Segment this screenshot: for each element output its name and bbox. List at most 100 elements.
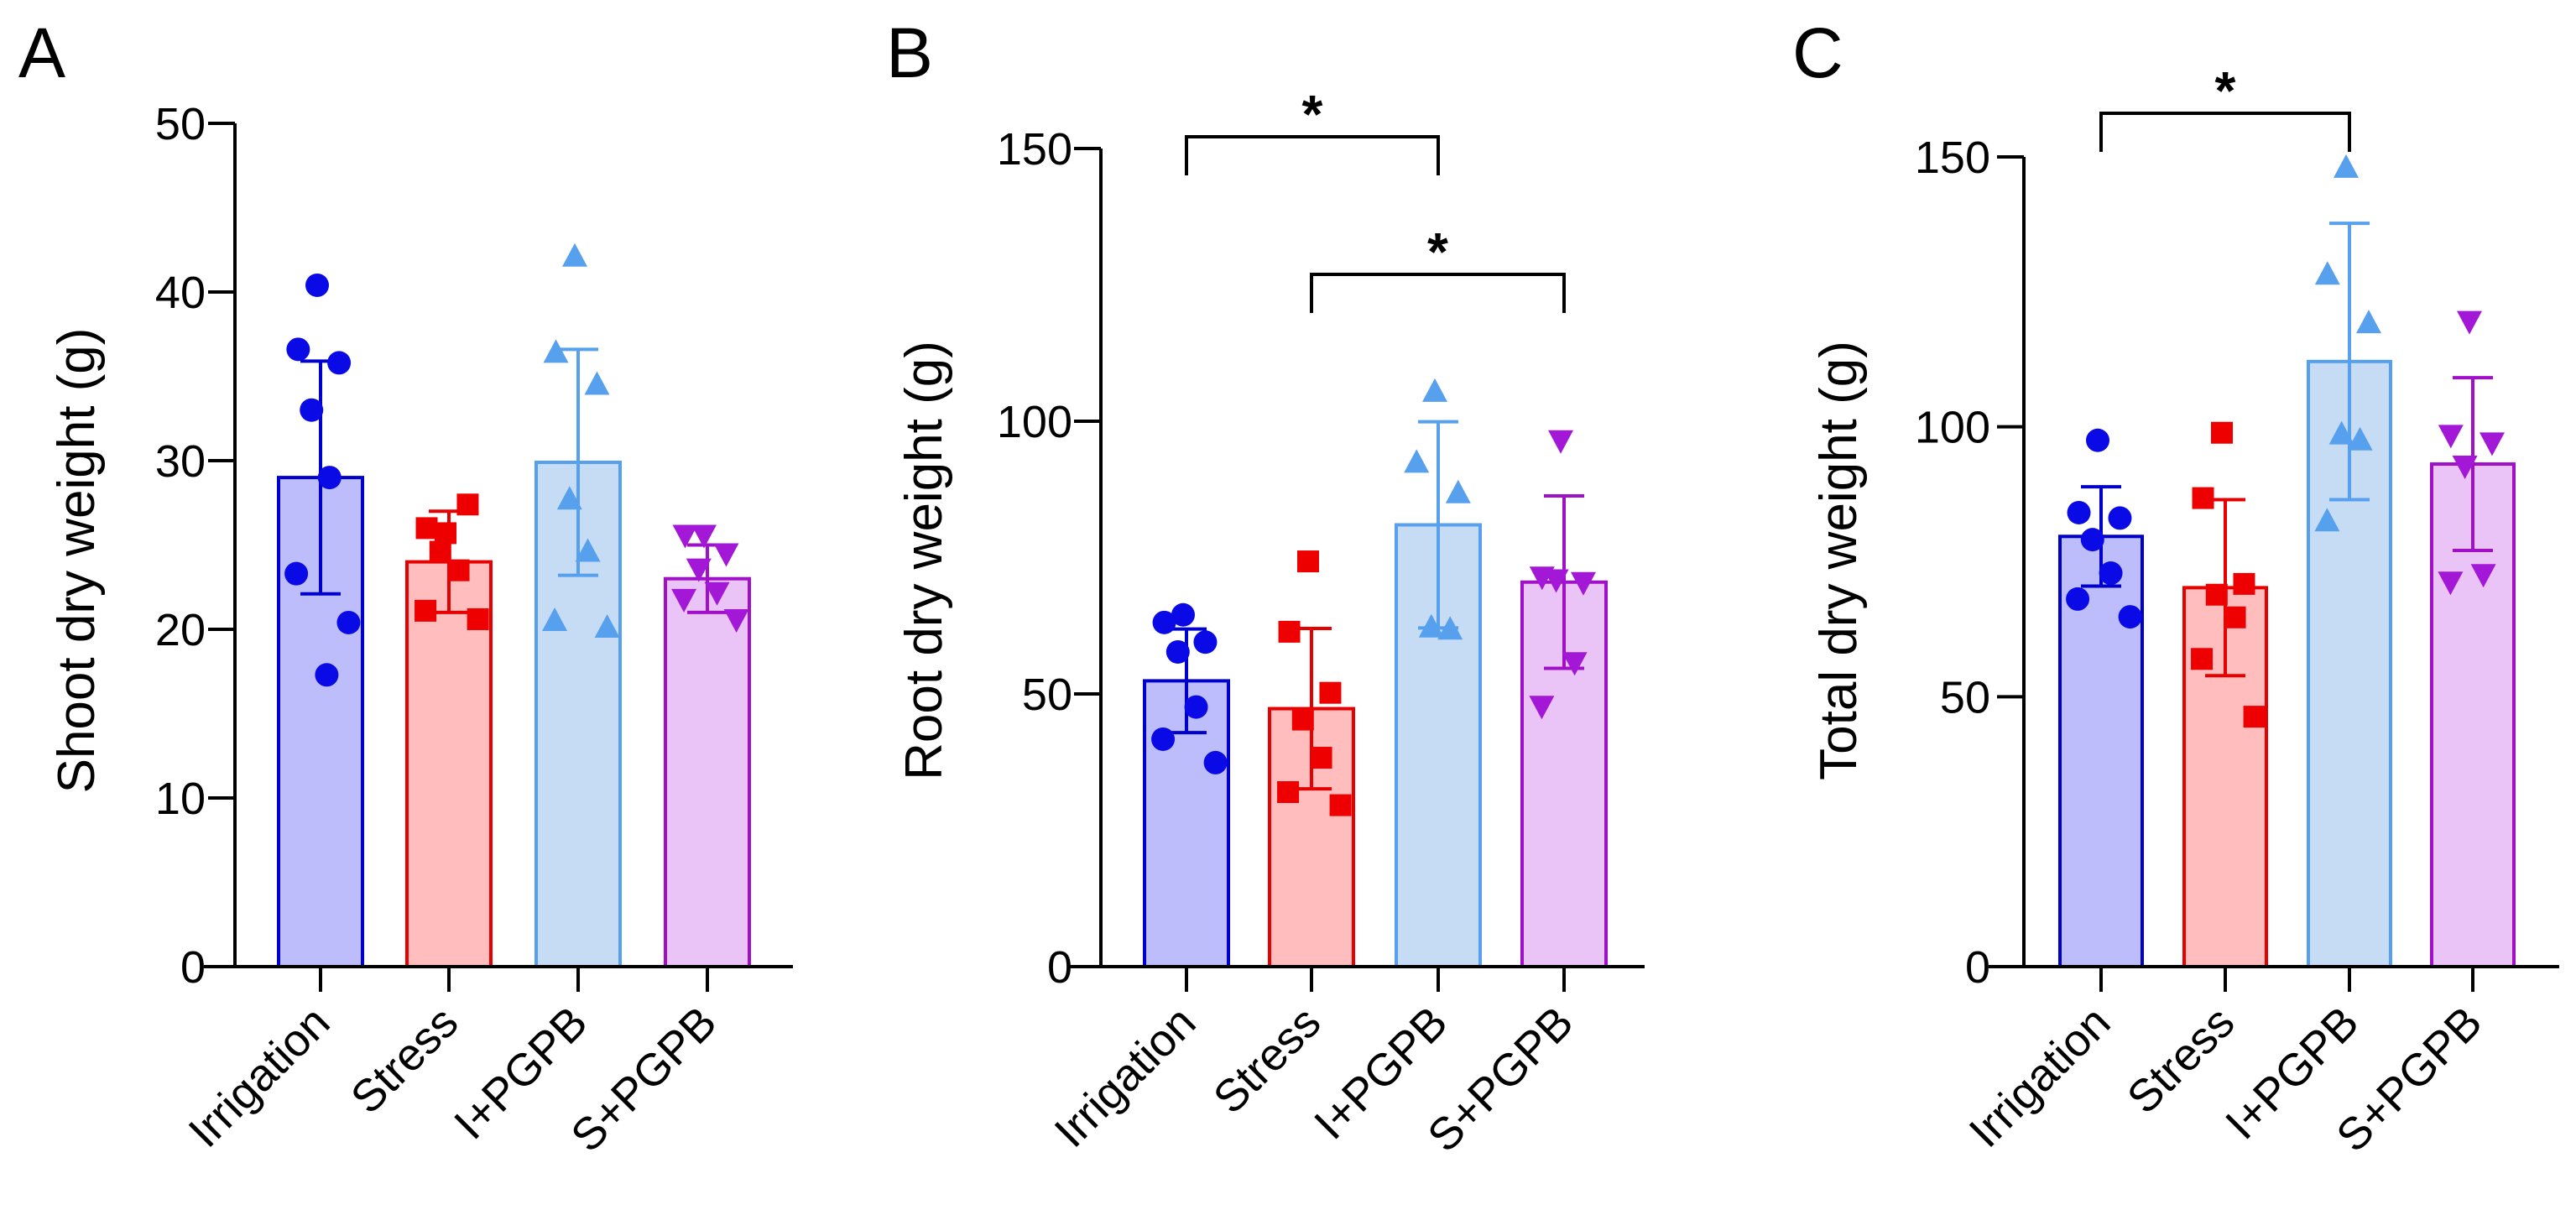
- panel-a-point-i-plus-pgpb: [584, 371, 610, 395]
- panel-a-y-tick-label: 40: [155, 268, 206, 318]
- panel-c-point-stress: [2224, 606, 2246, 628]
- panel-a-point-i-plus-pgpb: [556, 486, 582, 510]
- panel-a-y-axis-label: Shoot dry weight (g): [48, 328, 106, 794]
- panel-a-point-stress: [415, 599, 437, 622]
- panel-a-point-s-plus-pgpb: [704, 581, 730, 606]
- panel-c-point-stress: [2233, 572, 2255, 595]
- panel-c-point-stress: [2211, 421, 2233, 444]
- panel-c-point-i-plus-pgpb: [2356, 310, 2381, 334]
- panel-c-y-tick-label: 0: [1965, 942, 1990, 993]
- panel-b-point-stress: [1278, 620, 1301, 643]
- panel-b-point-i-plus-pgpb: [1404, 449, 1430, 473]
- panel-b-significance-star: *: [1427, 222, 1448, 282]
- panel-a-y-tick-label: 0: [180, 942, 206, 993]
- panel-a-point-s-plus-pgpb: [686, 558, 712, 582]
- panel-b-point-stress: [1277, 781, 1300, 803]
- panel-a-point-s-plus-pgpb: [671, 588, 697, 613]
- panel-a-point-s-plus-pgpb: [713, 543, 739, 567]
- panel-b-point-stress: [1291, 708, 1314, 731]
- panel-c-point-i-plus-pgpb: [2347, 426, 2373, 451]
- panel-c-point-s-plus-pgpb: [2480, 432, 2505, 456]
- panel-b-point-s-plus-pgpb: [1543, 569, 1569, 593]
- panel-b-point-s-plus-pgpb: [1562, 652, 1588, 676]
- panel-a-bar-s-plus-pgpb: [664, 576, 751, 968]
- panel-a: A Shoot dry weight (g) 0 10 20 30 40 50 Irriga…: [18, 13, 793, 1161]
- panel-b-point-stress: [1297, 550, 1319, 573]
- panel-b-point-irrigation: [1165, 639, 1190, 664]
- panel-b-point-irrigation: [1152, 610, 1176, 634]
- panel-a-y-tick-label: 50: [155, 99, 206, 149]
- panel-c-y-tick-label: 100: [1915, 403, 1990, 453]
- panel-a-point-irrigation: [286, 337, 310, 362]
- panel-b: B Root dry weight (g) 0 50 100 150 Irrigatio…: [886, 13, 1645, 1161]
- panel-c-significance-star: *: [2215, 60, 2236, 121]
- panel-c-point-i-plus-pgpb: [2328, 420, 2354, 445]
- panel-c-letter: C: [1792, 13, 1843, 92]
- panel-a-point-i-plus-pgpb: [594, 613, 620, 638]
- panel-b-significance-star: *: [1302, 84, 1323, 144]
- panel-a-point-i-plus-pgpb: [542, 607, 568, 631]
- panel-b-point-irrigation: [1151, 727, 1176, 751]
- panel-c: C Total dry weight (g) 0 50 100 150 Irrigati…: [1792, 13, 2559, 1161]
- panel-c-point-irrigation: [2080, 528, 2104, 552]
- panel-a-point-s-plus-pgpb: [691, 524, 717, 549]
- panel-a-x-tick-label-irrigation: Irrigation: [180, 997, 340, 1157]
- panel-a-point-irrigation: [315, 663, 339, 687]
- panel-a-point-s-plus-pgpb: [723, 608, 749, 633]
- panel-b-point-i-plus-pgpb: [1437, 616, 1463, 640]
- panel-b-y-tick-label: 100: [997, 397, 1072, 447]
- panel-c-point-s-plus-pgpb: [2470, 564, 2496, 588]
- panel-c-point-irrigation: [2099, 561, 2123, 586]
- panel-c-x-tick-label-irrigation: Irrigation: [1960, 997, 2120, 1157]
- panel-b-point-i-plus-pgpb: [1445, 479, 1471, 503]
- panel-c-point-i-plus-pgpb: [2334, 154, 2359, 178]
- panel-c-y-tick-label: 50: [1940, 672, 1990, 722]
- panel-a-point-irrigation: [305, 273, 329, 297]
- panel-a-point-irrigation: [300, 398, 324, 422]
- panel-b-x-tick-label-irrigation: Irrigation: [1046, 997, 1206, 1157]
- panel-c-point-irrigation: [2066, 587, 2090, 611]
- panel-a-point-irrigation: [317, 466, 342, 490]
- panel-b-point-s-plus-pgpb: [1571, 571, 1596, 596]
- panel-c-point-s-plus-pgpb: [2457, 310, 2482, 335]
- panel-a-point-irrigation: [284, 561, 309, 586]
- panel-b-x-tick-label-stress: Stress: [1204, 997, 1331, 1124]
- panel-a-y-tick-label: 30: [155, 436, 206, 487]
- panel-b-point-irrigation: [1193, 630, 1218, 654]
- panel-a-point-stress: [415, 517, 438, 540]
- panel-b-point-irrigation: [1203, 750, 1228, 774]
- panel-b-y-tick-label: 0: [1047, 942, 1072, 993]
- panel-c-significance-bracket: [2099, 112, 2351, 152]
- panel-c-point-irrigation: [2067, 500, 2091, 524]
- panel-a-point-stress: [467, 608, 489, 630]
- panel-a-point-irrigation: [327, 351, 352, 375]
- panel-a-x-tick-label-stress: Stress: [342, 997, 468, 1124]
- panel-a-point-irrigation: [336, 610, 361, 634]
- panel-a-point-i-plus-pgpb: [575, 538, 601, 562]
- panel-b-significance-bracket: [1310, 273, 1566, 313]
- panel-c-point-stress: [2192, 487, 2214, 509]
- panel-c-point-stress: [2243, 706, 2266, 728]
- panel-c-point-stress: [2191, 648, 2214, 670]
- panel-a-x-tick-label-s-plus-pgpb: S+PGPB: [561, 997, 726, 1161]
- panel-c-point-s-plus-pgpb: [2452, 455, 2478, 479]
- panel-a-point-stress: [429, 540, 451, 563]
- panel-b-y-tick-label: 50: [1022, 670, 1072, 720]
- panel-b-y-axis-label: Root dry weight (g): [895, 341, 953, 780]
- panel-b-y-tick-label: 150: [997, 124, 1072, 175]
- panel-c-point-irrigation: [2118, 605, 2142, 629]
- panel-a-point-stress: [447, 559, 470, 581]
- panel-b-point-irrigation: [1171, 602, 1195, 627]
- panel-a-point-i-plus-pgpb: [543, 339, 569, 363]
- panel-a-y-tick-label: 20: [155, 605, 206, 655]
- panel-c-point-s-plus-pgpb: [2438, 425, 2464, 449]
- panel-b-significance-bracket: [1185, 135, 1440, 175]
- panel-a-point-s-plus-pgpb: [672, 524, 698, 549]
- panel-c-point-irrigation: [2108, 506, 2132, 530]
- panel-c-point-i-plus-pgpb: [2314, 261, 2340, 285]
- panel-b-letter: B: [886, 13, 933, 92]
- panel-b-point-stress: [1329, 794, 1352, 816]
